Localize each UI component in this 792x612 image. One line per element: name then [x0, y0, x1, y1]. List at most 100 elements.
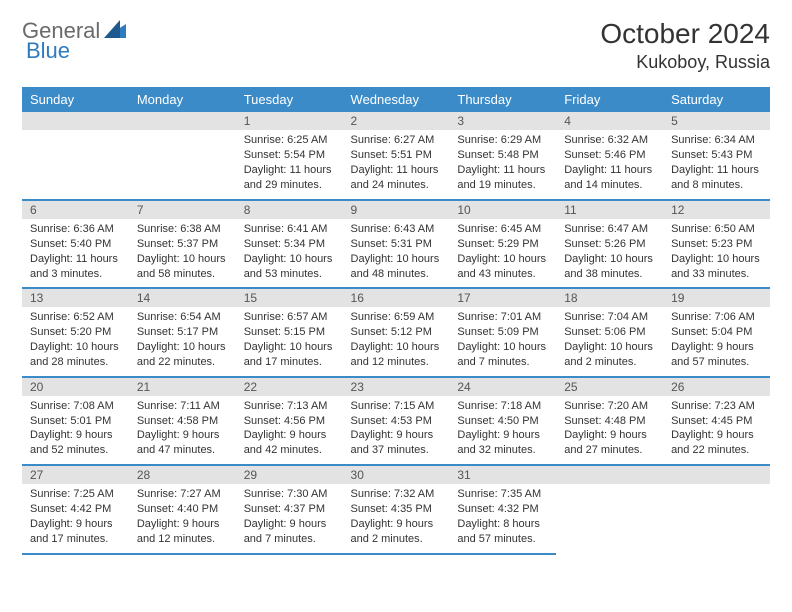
- header: General October 2024 Kukoboy, Russia: [22, 18, 770, 73]
- day-number: 11: [556, 201, 663, 219]
- day-details: Sunrise: 7:01 AMSunset: 5:09 PMDaylight:…: [449, 307, 556, 375]
- day-details: Sunrise: 6:59 AMSunset: 5:12 PMDaylight:…: [343, 307, 450, 375]
- calendar-day-cell: 5Sunrise: 6:34 AMSunset: 5:43 PMDaylight…: [663, 112, 770, 200]
- calendar-day-cell: 13Sunrise: 6:52 AMSunset: 5:20 PMDayligh…: [22, 288, 129, 376]
- day-number: 16: [343, 289, 450, 307]
- day-details: Sunrise: 7:13 AMSunset: 4:56 PMDaylight:…: [236, 396, 343, 464]
- calendar-day-cell: 10Sunrise: 6:45 AMSunset: 5:29 PMDayligh…: [449, 200, 556, 288]
- calendar-day-cell: 18Sunrise: 7:04 AMSunset: 5:06 PMDayligh…: [556, 288, 663, 376]
- calendar-week-row: 13Sunrise: 6:52 AMSunset: 5:20 PMDayligh…: [22, 288, 770, 376]
- day-details: Sunrise: 6:34 AMSunset: 5:43 PMDaylight:…: [663, 130, 770, 198]
- day-number: 20: [22, 378, 129, 396]
- day-number: 10: [449, 201, 556, 219]
- day-details: Sunrise: 6:47 AMSunset: 5:26 PMDaylight:…: [556, 219, 663, 287]
- calendar-day-cell: 27Sunrise: 7:25 AMSunset: 4:42 PMDayligh…: [22, 465, 129, 553]
- calendar-day-cell: 22Sunrise: 7:13 AMSunset: 4:56 PMDayligh…: [236, 377, 343, 465]
- calendar-day-cell: 1Sunrise: 6:25 AMSunset: 5:54 PMDaylight…: [236, 112, 343, 200]
- calendar-day-cell: 3Sunrise: 6:29 AMSunset: 5:48 PMDaylight…: [449, 112, 556, 200]
- calendar-day-cell: 4Sunrise: 6:32 AMSunset: 5:46 PMDaylight…: [556, 112, 663, 200]
- day-details: Sunrise: 6:43 AMSunset: 5:31 PMDaylight:…: [343, 219, 450, 287]
- day-number: 6: [22, 201, 129, 219]
- day-number: 24: [449, 378, 556, 396]
- day-details: Sunrise: 7:04 AMSunset: 5:06 PMDaylight:…: [556, 307, 663, 375]
- day-number: 27: [22, 466, 129, 484]
- day-number: [129, 112, 236, 130]
- day-details: Sunrise: 7:25 AMSunset: 4:42 PMDaylight:…: [22, 484, 129, 552]
- day-details: [556, 484, 663, 493]
- calendar-day-cell: 17Sunrise: 7:01 AMSunset: 5:09 PMDayligh…: [449, 288, 556, 376]
- day-number: 12: [663, 201, 770, 219]
- day-number: 30: [343, 466, 450, 484]
- calendar-day-cell: 2Sunrise: 6:27 AMSunset: 5:51 PMDaylight…: [343, 112, 450, 200]
- calendar-day-cell: 31Sunrise: 7:35 AMSunset: 4:32 PMDayligh…: [449, 465, 556, 553]
- day-number: 4: [556, 112, 663, 130]
- calendar-day-cell: 24Sunrise: 7:18 AMSunset: 4:50 PMDayligh…: [449, 377, 556, 465]
- calendar-day-cell: [556, 465, 663, 553]
- day-details: Sunrise: 6:41 AMSunset: 5:34 PMDaylight:…: [236, 219, 343, 287]
- calendar-day-cell: 16Sunrise: 6:59 AMSunset: 5:12 PMDayligh…: [343, 288, 450, 376]
- calendar-table: Sunday Monday Tuesday Wednesday Thursday…: [22, 87, 770, 555]
- day-details: Sunrise: 7:27 AMSunset: 4:40 PMDaylight:…: [129, 484, 236, 552]
- weekday-header: Friday: [556, 87, 663, 112]
- calendar-day-cell: 15Sunrise: 6:57 AMSunset: 5:15 PMDayligh…: [236, 288, 343, 376]
- day-details: Sunrise: 6:36 AMSunset: 5:40 PMDaylight:…: [22, 219, 129, 287]
- day-details: Sunrise: 6:57 AMSunset: 5:15 PMDaylight:…: [236, 307, 343, 375]
- day-number: 14: [129, 289, 236, 307]
- calendar-day-cell: 9Sunrise: 6:43 AMSunset: 5:31 PMDaylight…: [343, 200, 450, 288]
- brand-triangle-icon: [104, 20, 126, 43]
- day-details: Sunrise: 6:27 AMSunset: 5:51 PMDaylight:…: [343, 130, 450, 198]
- day-number: 18: [556, 289, 663, 307]
- day-number: [556, 466, 663, 484]
- calendar-day-cell: 19Sunrise: 7:06 AMSunset: 5:04 PMDayligh…: [663, 288, 770, 376]
- weekday-header: Tuesday: [236, 87, 343, 112]
- day-number: 15: [236, 289, 343, 307]
- day-number: 13: [22, 289, 129, 307]
- weekday-header: Sunday: [22, 87, 129, 112]
- day-details: Sunrise: 7:18 AMSunset: 4:50 PMDaylight:…: [449, 396, 556, 464]
- day-number: 23: [343, 378, 450, 396]
- calendar-day-cell: 30Sunrise: 7:32 AMSunset: 4:35 PMDayligh…: [343, 465, 450, 553]
- day-number: 25: [556, 378, 663, 396]
- day-details: Sunrise: 7:11 AMSunset: 4:58 PMDaylight:…: [129, 396, 236, 464]
- brand-part2: Blue: [26, 38, 70, 64]
- day-number: [22, 112, 129, 130]
- weekday-header: Monday: [129, 87, 236, 112]
- day-details: Sunrise: 7:08 AMSunset: 5:01 PMDaylight:…: [22, 396, 129, 464]
- weekday-header: Thursday: [449, 87, 556, 112]
- calendar-day-cell: 28Sunrise: 7:27 AMSunset: 4:40 PMDayligh…: [129, 465, 236, 553]
- day-details: Sunrise: 7:32 AMSunset: 4:35 PMDaylight:…: [343, 484, 450, 552]
- calendar-day-cell: [129, 112, 236, 200]
- day-details: Sunrise: 7:30 AMSunset: 4:37 PMDaylight:…: [236, 484, 343, 552]
- day-number: 7: [129, 201, 236, 219]
- day-number: 26: [663, 378, 770, 396]
- calendar-day-cell: 21Sunrise: 7:11 AMSunset: 4:58 PMDayligh…: [129, 377, 236, 465]
- day-number: 19: [663, 289, 770, 307]
- day-number: [663, 466, 770, 484]
- day-number: 21: [129, 378, 236, 396]
- calendar-day-cell: 14Sunrise: 6:54 AMSunset: 5:17 PMDayligh…: [129, 288, 236, 376]
- calendar-day-cell: 23Sunrise: 7:15 AMSunset: 4:53 PMDayligh…: [343, 377, 450, 465]
- day-details: Sunrise: 6:32 AMSunset: 5:46 PMDaylight:…: [556, 130, 663, 198]
- calendar-week-row: 20Sunrise: 7:08 AMSunset: 5:01 PMDayligh…: [22, 377, 770, 465]
- day-number: 22: [236, 378, 343, 396]
- day-number: 28: [129, 466, 236, 484]
- day-number: 31: [449, 466, 556, 484]
- calendar-week-row: 1Sunrise: 6:25 AMSunset: 5:54 PMDaylight…: [22, 112, 770, 200]
- month-title: October 2024: [600, 18, 770, 50]
- calendar-day-cell: [22, 112, 129, 200]
- day-details: Sunrise: 7:20 AMSunset: 4:48 PMDaylight:…: [556, 396, 663, 464]
- calendar-day-cell: 8Sunrise: 6:41 AMSunset: 5:34 PMDaylight…: [236, 200, 343, 288]
- day-number: 9: [343, 201, 450, 219]
- calendar-day-cell: [663, 465, 770, 553]
- calendar-day-cell: 25Sunrise: 7:20 AMSunset: 4:48 PMDayligh…: [556, 377, 663, 465]
- day-details: [22, 130, 129, 139]
- day-details: Sunrise: 7:15 AMSunset: 4:53 PMDaylight:…: [343, 396, 450, 464]
- day-details: Sunrise: 6:50 AMSunset: 5:23 PMDaylight:…: [663, 219, 770, 287]
- location-title: Kukoboy, Russia: [600, 52, 770, 73]
- day-number: 29: [236, 466, 343, 484]
- day-details: Sunrise: 7:23 AMSunset: 4:45 PMDaylight:…: [663, 396, 770, 464]
- day-details: Sunrise: 6:45 AMSunset: 5:29 PMDaylight:…: [449, 219, 556, 287]
- day-number: 1: [236, 112, 343, 130]
- day-details: Sunrise: 7:35 AMSunset: 4:32 PMDaylight:…: [449, 484, 556, 552]
- day-number: 2: [343, 112, 450, 130]
